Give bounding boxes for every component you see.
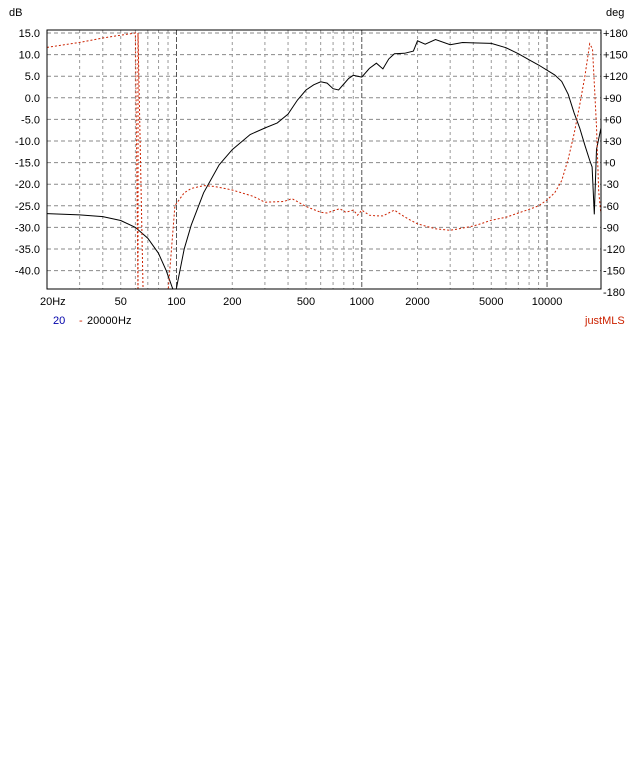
x-tick-label: 20Hz bbox=[40, 296, 66, 308]
range-start-label: 20 bbox=[53, 315, 65, 327]
y2-axis-ticks: +180 +150 +120 +90 +60 +30 +0 -30 -60 -90 -120 -150… bbox=[603, 28, 628, 299]
y2-tick-label: +30 bbox=[603, 136, 622, 148]
phase-series-line bbox=[47, 32, 601, 289]
y-tick-label: -25.0 bbox=[15, 201, 40, 213]
y2-tick-label: +180 bbox=[603, 28, 628, 40]
y-tick-label: 15.0 bbox=[19, 28, 40, 40]
y2-tick-label: -30 bbox=[603, 179, 619, 191]
y2-tick-label: -180 bbox=[603, 287, 625, 299]
y-tick-label: -40.0 bbox=[15, 266, 40, 278]
y-tick-label: -30.0 bbox=[15, 222, 40, 234]
y-tick-label: 5.0 bbox=[25, 71, 40, 83]
x-tick-label: 10000 bbox=[532, 296, 563, 308]
range-unit-label: Hz bbox=[118, 315, 131, 327]
grid bbox=[47, 30, 601, 289]
y2-tick-label: +150 bbox=[603, 50, 628, 62]
y-axis-ticks: 15.0 10.0 5.0 0.0 -5.0 -10.0 -15.0 -20.0 -25.0 -3… bbox=[15, 28, 40, 278]
plot-frame bbox=[46, 29, 602, 290]
y-tick-label: -15.0 bbox=[15, 158, 40, 170]
y-axis-unit-label: dB bbox=[9, 7, 22, 19]
brand-label: justMLS bbox=[584, 315, 625, 327]
x-tick-label: 1000 bbox=[350, 296, 374, 308]
y2-tick-label: -120 bbox=[603, 244, 625, 256]
magnitude-series-line bbox=[47, 38, 601, 289]
y2-tick-label: -90 bbox=[603, 222, 619, 234]
y2-tick-label: -60 bbox=[603, 201, 619, 213]
y2-tick-label: -150 bbox=[603, 266, 625, 278]
y-tick-label: 10.0 bbox=[19, 50, 40, 62]
y-tick-label: 0.0 bbox=[25, 93, 40, 105]
y2-tick-label: +0 bbox=[603, 158, 616, 170]
x-tick-label: 50 bbox=[115, 296, 127, 308]
y-tick-label: -35.0 bbox=[15, 244, 40, 256]
x-tick-label: 100 bbox=[167, 296, 185, 308]
y-tick-label: -10.0 bbox=[15, 136, 40, 148]
y-tick-label: -20.0 bbox=[15, 179, 40, 191]
range-end-label: 20000 bbox=[87, 315, 118, 327]
y2-tick-label: +90 bbox=[603, 93, 622, 105]
x-axis-ticks: 20Hz 50 100 200 500 1000 2000 5000 10000 bbox=[40, 296, 562, 308]
y2-axis-unit-label: deg bbox=[606, 7, 624, 19]
x-tick-label: 200 bbox=[223, 296, 241, 308]
x-tick-label: 2000 bbox=[405, 296, 429, 308]
x-tick-label: 5000 bbox=[479, 296, 503, 308]
x-tick-label: 500 bbox=[297, 296, 315, 308]
series-layer bbox=[47, 32, 601, 289]
y2-tick-label: +60 bbox=[603, 114, 622, 126]
range-separator: - bbox=[79, 315, 83, 327]
y2-tick-label: +120 bbox=[603, 71, 628, 83]
y-tick-label: -5.0 bbox=[21, 114, 40, 126]
